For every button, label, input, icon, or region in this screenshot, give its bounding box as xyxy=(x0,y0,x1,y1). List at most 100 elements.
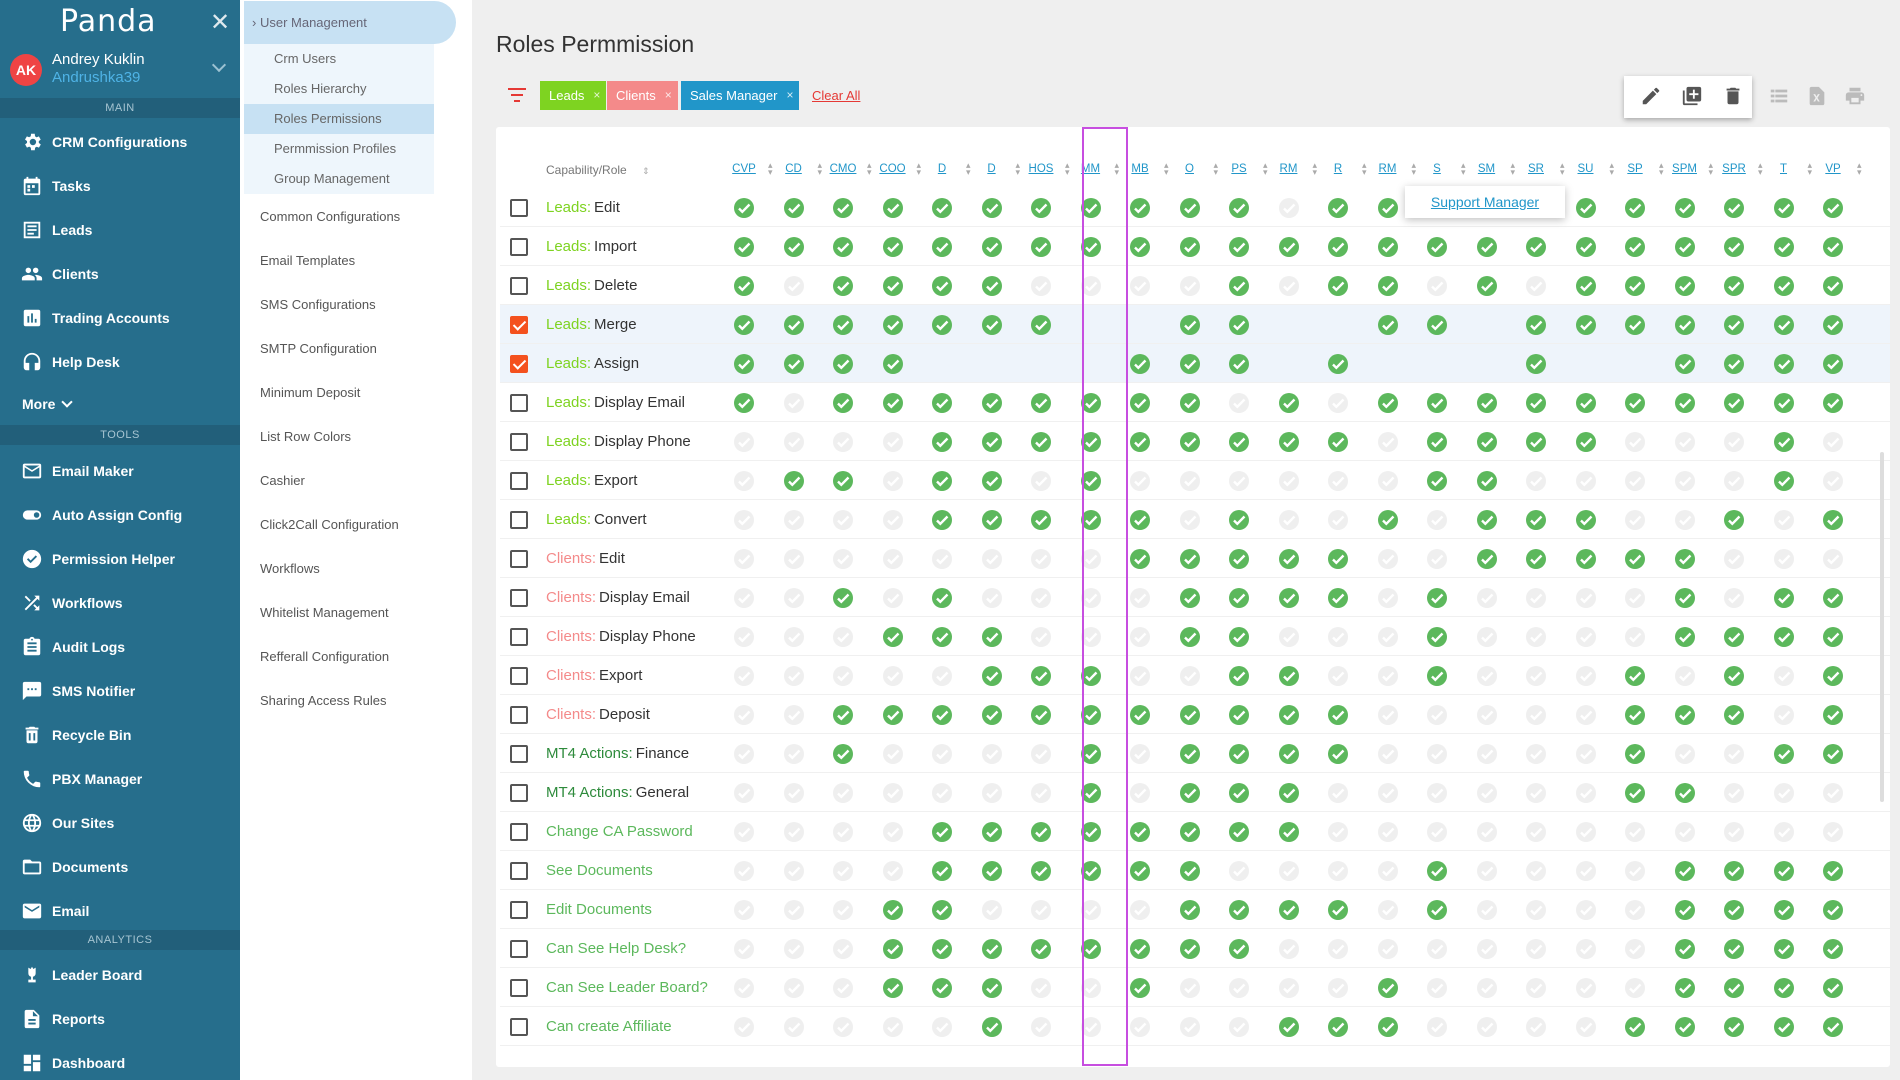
check-circle-icon[interactable] xyxy=(1327,548,1349,570)
check-circle-off-icon[interactable] xyxy=(783,431,805,453)
check-circle-icon[interactable] xyxy=(1377,236,1399,258)
check-circle-off-icon[interactable] xyxy=(1278,470,1300,492)
sort-icon[interactable]: ▴ ▾ xyxy=(1213,160,1219,177)
close-icon[interactable]: ✕ xyxy=(210,9,231,36)
check-circle-off-icon[interactable] xyxy=(1129,665,1151,687)
check-circle-off-icon[interactable] xyxy=(1476,977,1498,999)
check-circle-icon[interactable] xyxy=(1080,431,1102,453)
column-header-mm[interactable]: MM xyxy=(1080,163,1101,175)
check-circle-icon[interactable] xyxy=(1624,197,1646,219)
check-circle-off-icon[interactable] xyxy=(832,665,854,687)
check-circle-off-icon[interactable] xyxy=(1476,1016,1498,1038)
check-circle-off-icon[interactable] xyxy=(733,938,755,960)
check-circle-off-icon[interactable] xyxy=(733,665,755,687)
check-circle-icon[interactable] xyxy=(931,704,953,726)
check-circle-off-icon[interactable] xyxy=(1080,548,1102,570)
sidebar-item-workflows[interactable]: Workflows xyxy=(0,585,240,621)
check-circle-off-icon[interactable] xyxy=(1674,821,1696,843)
check-circle-icon[interactable] xyxy=(1674,782,1696,804)
check-circle-icon[interactable] xyxy=(1822,860,1844,882)
check-circle-icon[interactable] xyxy=(882,275,904,297)
check-circle-off-icon[interactable] xyxy=(1426,704,1448,726)
check-circle-off-icon[interactable] xyxy=(1377,821,1399,843)
check-circle-icon[interactable] xyxy=(1674,587,1696,609)
check-circle-icon[interactable] xyxy=(882,392,904,414)
check-circle-icon[interactable] xyxy=(1476,470,1498,492)
check-circle-off-icon[interactable] xyxy=(931,665,953,687)
submenu-refferall-configuration[interactable]: Refferall Configuration xyxy=(260,649,390,664)
check-circle-icon[interactable] xyxy=(931,821,953,843)
check-circle-icon[interactable] xyxy=(832,743,854,765)
check-circle-off-icon[interactable] xyxy=(1476,782,1498,804)
check-circle-icon[interactable] xyxy=(1674,314,1696,336)
check-circle-off-icon[interactable] xyxy=(1179,1016,1201,1038)
sort-icon[interactable]: ▴ ▾ xyxy=(1758,160,1763,177)
check-circle-off-icon[interactable] xyxy=(882,431,904,453)
sort-icon[interactable]: ▴ ▾ xyxy=(1164,160,1169,177)
check-circle-off-icon[interactable] xyxy=(1575,782,1597,804)
check-circle-off-icon[interactable] xyxy=(783,665,805,687)
check-circle-icon[interactable] xyxy=(1723,314,1745,336)
check-circle-off-icon[interactable] xyxy=(733,977,755,999)
check-circle-off-icon[interactable] xyxy=(1327,782,1349,804)
check-circle-icon[interactable] xyxy=(981,275,1003,297)
check-circle-icon[interactable] xyxy=(1080,938,1102,960)
check-circle-icon[interactable] xyxy=(1426,665,1448,687)
check-circle-icon[interactable] xyxy=(931,470,953,492)
column-header-cd[interactable]: CD xyxy=(785,163,802,175)
check-circle-icon[interactable] xyxy=(1624,275,1646,297)
row-checkbox[interactable] xyxy=(510,433,528,451)
check-circle-off-icon[interactable] xyxy=(1723,743,1745,765)
check-circle-off-icon[interactable] xyxy=(1377,470,1399,492)
check-circle-off-icon[interactable] xyxy=(733,470,755,492)
check-circle-off-icon[interactable] xyxy=(1575,1016,1597,1038)
sidebar-item-help-desk[interactable]: Help Desk xyxy=(0,344,240,380)
check-circle-off-icon[interactable] xyxy=(783,275,805,297)
check-circle-icon[interactable] xyxy=(981,197,1003,219)
check-circle-icon[interactable] xyxy=(1426,314,1448,336)
check-circle-icon[interactable] xyxy=(1773,431,1795,453)
column-header-cmo[interactable]: CMO xyxy=(829,163,857,175)
check-circle-icon[interactable] xyxy=(1624,548,1646,570)
check-circle-icon[interactable] xyxy=(1129,236,1151,258)
check-circle-icon[interactable] xyxy=(1179,431,1201,453)
check-circle-icon[interactable] xyxy=(882,977,904,999)
check-circle-off-icon[interactable] xyxy=(733,431,755,453)
check-circle-icon[interactable] xyxy=(1674,860,1696,882)
check-circle-icon[interactable] xyxy=(1822,938,1844,960)
table-row[interactable]: Edit Documents xyxy=(500,890,1890,929)
check-circle-icon[interactable] xyxy=(1080,743,1102,765)
check-circle-icon[interactable] xyxy=(1723,236,1745,258)
check-circle-icon[interactable] xyxy=(1278,548,1300,570)
check-circle-icon[interactable] xyxy=(733,236,755,258)
check-circle-icon[interactable] xyxy=(1426,587,1448,609)
check-circle-off-icon[interactable] xyxy=(1030,470,1052,492)
check-circle-off-icon[interactable] xyxy=(783,587,805,609)
column-header-sr[interactable]: SR xyxy=(1528,163,1544,175)
check-circle-icon[interactable] xyxy=(1723,899,1745,921)
sidebar-item-reports[interactable]: Reports xyxy=(0,1001,240,1037)
check-circle-icon[interactable] xyxy=(1377,1016,1399,1038)
check-circle-icon[interactable] xyxy=(882,197,904,219)
check-circle-icon[interactable] xyxy=(1129,938,1151,960)
check-circle-icon[interactable] xyxy=(783,236,805,258)
check-circle-off-icon[interactable] xyxy=(882,509,904,531)
check-circle-icon[interactable] xyxy=(1674,548,1696,570)
check-circle-off-icon[interactable] xyxy=(783,821,805,843)
check-circle-icon[interactable] xyxy=(1426,860,1448,882)
check-circle-icon[interactable] xyxy=(931,236,953,258)
check-circle-off-icon[interactable] xyxy=(1080,587,1102,609)
check-circle-icon[interactable] xyxy=(1179,236,1201,258)
check-circle-icon[interactable] xyxy=(1773,587,1795,609)
filter-chip-clients[interactable]: Clients × xyxy=(607,81,678,110)
submenu-roles-permissions[interactable]: Roles Permissions xyxy=(244,104,434,134)
check-circle-off-icon[interactable] xyxy=(783,743,805,765)
check-circle-icon[interactable] xyxy=(931,509,953,531)
check-circle-icon[interactable] xyxy=(832,470,854,492)
table-row[interactable]: See Documents xyxy=(500,851,1890,890)
check-circle-off-icon[interactable] xyxy=(1773,509,1795,531)
check-circle-icon[interactable] xyxy=(1377,197,1399,219)
row-checkbox[interactable] xyxy=(510,862,528,880)
table-row[interactable]: Leads: Edit xyxy=(500,188,1890,227)
check-circle-icon[interactable] xyxy=(1030,431,1052,453)
